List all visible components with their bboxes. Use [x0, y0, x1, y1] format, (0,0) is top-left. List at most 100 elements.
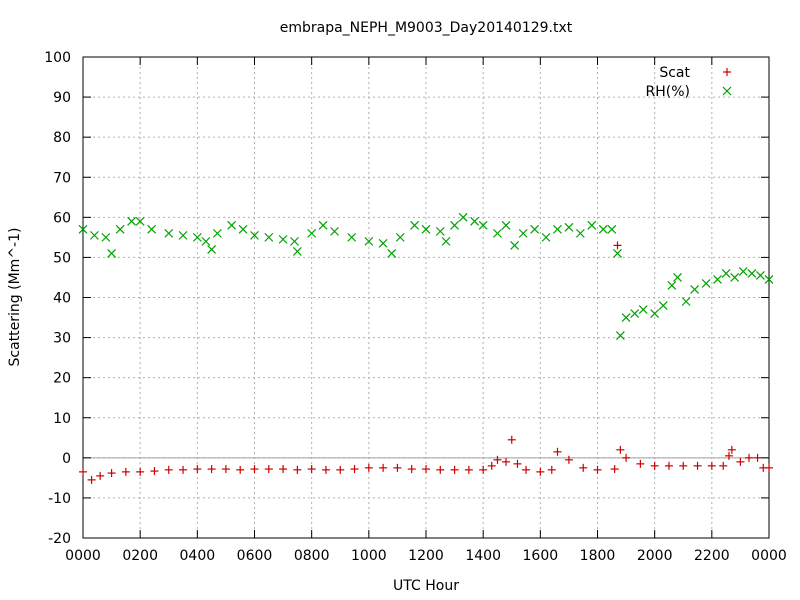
legend-label-scat: Scat: [659, 65, 690, 81]
rh-point: [690, 285, 700, 294]
rh-point: [667, 281, 677, 290]
scat-point: [622, 453, 631, 462]
x-tick-label: 0000: [65, 548, 101, 564]
rh-point: [347, 232, 357, 242]
series: [78, 212, 774, 484]
scat-point: [479, 465, 488, 474]
y-tick-label: 90: [53, 90, 71, 106]
scat-point: [136, 467, 145, 476]
scat-point: [87, 475, 96, 484]
y-tick-label: 30: [53, 331, 71, 347]
x-tick-label: 1800: [580, 548, 616, 564]
scat-point: [393, 463, 402, 472]
scat-point: [765, 463, 773, 472]
y-tick-label: 0: [62, 451, 71, 467]
scat-point: [364, 463, 373, 472]
rh-point: [738, 267, 748, 276]
scat-point: [536, 467, 545, 476]
scat-point: [321, 465, 330, 474]
x-axis-label: UTC Hour: [393, 578, 459, 594]
x-tick-label: 0400: [180, 548, 216, 564]
scat-point: [547, 465, 556, 474]
rh-point: [621, 313, 631, 322]
rh-point: [435, 226, 445, 236]
x-tick-label: 1400: [465, 548, 501, 564]
y-tick-label: -10: [48, 491, 71, 507]
rh-point: [441, 236, 451, 246]
scat-point: [207, 465, 216, 474]
x-tick-label: 0800: [294, 548, 330, 564]
rh-point: [107, 248, 117, 258]
scat-point: [464, 465, 473, 474]
rh-point: [518, 228, 528, 238]
rh-point: [764, 275, 774, 284]
series-scat: [79, 241, 773, 484]
rh-point: [227, 220, 237, 230]
rh-point: [127, 216, 137, 226]
y-tick-label: 40: [53, 291, 71, 307]
rh-point: [238, 224, 248, 234]
scat-point: [407, 465, 416, 474]
rh-point: [598, 224, 608, 234]
rh-point: [510, 240, 520, 250]
legend-marker: [722, 86, 732, 96]
rh-point: [178, 230, 188, 240]
rh-point: [364, 236, 374, 246]
rh-point: [135, 216, 145, 226]
rh-point: [630, 309, 640, 318]
rh-point: [587, 220, 597, 230]
rh-point: [615, 331, 625, 341]
y-tick-label: -20: [48, 531, 71, 547]
scat-point: [753, 453, 762, 462]
scat-point: [579, 463, 588, 472]
scat-point: [719, 461, 728, 470]
scat-point: [121, 467, 130, 476]
rh-point: [450, 220, 460, 230]
rh-point: [541, 232, 551, 242]
legend-marker-rh: [722, 86, 732, 96]
scat-point: [307, 465, 316, 474]
scat-point: [493, 455, 502, 464]
rh-point: [673, 273, 682, 282]
rh-point: [607, 224, 617, 234]
rh-point: [681, 297, 691, 306]
y-tick-label: 50: [53, 250, 71, 266]
scat-point: [636, 459, 645, 468]
scat-point: [150, 467, 159, 476]
scat-point: [487, 461, 496, 470]
scat-point: [679, 461, 688, 470]
scat-point: [279, 465, 288, 474]
scat-point: [250, 465, 259, 474]
scat-point: [553, 447, 562, 456]
scat-point: [724, 451, 733, 460]
rh-point: [756, 271, 765, 280]
scat-point: [107, 469, 116, 478]
rh-point: [613, 248, 622, 258]
rh-point: [458, 212, 468, 222]
legend-marker: [723, 68, 731, 76]
rh-point: [730, 273, 740, 282]
x-ticks: 0000 0200 0400 0600 0800 1000 1200 1400 1600 1800…: [65, 57, 787, 564]
rh-point: [410, 220, 419, 230]
rh-point: [90, 230, 99, 240]
scat-point: [616, 445, 625, 454]
rh-point: [701, 279, 711, 288]
x-tick-label: 0600: [237, 548, 273, 564]
scat-point: [507, 435, 516, 444]
rh-point: [147, 224, 157, 234]
y-tick-label: 80: [53, 130, 71, 146]
rh-point: [307, 228, 317, 238]
rh-point: [470, 216, 480, 226]
rh-point: [650, 309, 660, 318]
scat-point: [613, 241, 622, 250]
x-tick-label: 1000: [351, 548, 387, 564]
x-tick-label: 0200: [122, 548, 158, 564]
scat-point: [564, 455, 573, 464]
scat-point: [422, 465, 430, 474]
scat-point: [436, 465, 445, 474]
scat-point: [79, 467, 87, 476]
x-tick-label: 2200: [694, 548, 730, 564]
scat-point: [179, 465, 188, 474]
x-tick-label: 1600: [523, 548, 559, 564]
series-rh: [78, 212, 774, 341]
